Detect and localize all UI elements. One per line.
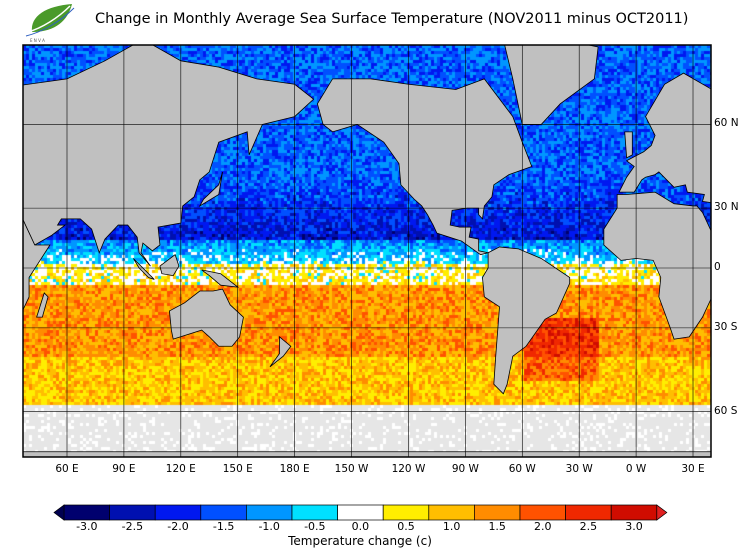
- colorbar-title: Temperature change (c): [288, 534, 432, 548]
- lat-label: 30 N: [714, 201, 739, 214]
- lon-label: 30 W: [565, 463, 593, 475]
- map-frame: [22, 44, 712, 458]
- colorbar-tick-label: 1.5: [488, 520, 506, 533]
- land-polygon: [603, 191, 711, 340]
- colorbar-tick-label: -2.5: [121, 520, 144, 533]
- colorbar-tick-label: 2.0: [534, 520, 552, 533]
- land-polygon: [269, 336, 292, 368]
- colorbar-swatch: [200, 504, 247, 521]
- land-polygon: [504, 45, 599, 125]
- colorbar-tick-label: 3.0: [625, 520, 643, 533]
- colorbar-tick-label: -2.0: [167, 520, 189, 533]
- colorbar-tick-label: 0.5: [397, 520, 415, 533]
- colorbar-max-arrow: [656, 504, 668, 521]
- colorbar-swatch: [565, 504, 612, 521]
- land-polygon: [198, 171, 223, 208]
- land-polygon: [201, 269, 240, 288]
- map-title: Change in Monthly Average Sea Surface Te…: [95, 11, 689, 27]
- land-polygon: [482, 246, 571, 395]
- lat-label: 30 S: [714, 320, 738, 333]
- colorbar-swatch: [610, 504, 658, 521]
- colorbar-swatch: [337, 504, 384, 521]
- lat-label: 60 S: [714, 404, 738, 417]
- colorbar-tick-label: -1.5: [212, 520, 235, 533]
- lon-label: 30 E: [681, 463, 705, 475]
- lon-label: 90 W: [451, 463, 479, 475]
- lon-label: 60 E: [55, 463, 79, 475]
- colorbar-tick-label: -1.0: [258, 520, 280, 533]
- lat-label: 60 N: [714, 117, 739, 130]
- colorbar-swatch: [246, 504, 293, 521]
- colorbar-swatch: [154, 504, 202, 521]
- land-polygon: [159, 253, 180, 277]
- lon-label: 150 E: [222, 463, 253, 475]
- land-polygon: [133, 258, 155, 280]
- lon-label: 0 W: [625, 463, 647, 475]
- colorbar-tick-label: 1.0: [442, 520, 461, 533]
- graticule: [23, 45, 711, 457]
- colorbar-tick-label: 0.0: [351, 520, 370, 533]
- lat-label: 0: [714, 261, 721, 273]
- land-polygon: [23, 218, 51, 311]
- lon-label: 90 E: [112, 463, 136, 475]
- land-polygon: [316, 78, 533, 256]
- colorbar-min-arrow: [53, 504, 65, 521]
- svg-text:E N V A: E N V A: [30, 38, 45, 43]
- colorbar-swatch: [474, 504, 521, 521]
- colorbar-tick-label: -3.0: [76, 520, 98, 533]
- lon-label: 120 W: [391, 463, 426, 475]
- colorbar-swatch: [291, 504, 338, 521]
- colorbar-tick-label: -0.5: [304, 520, 326, 533]
- lon-label: 60 W: [508, 463, 536, 475]
- land-polygon: [23, 451, 711, 457]
- land-masses: [23, 45, 711, 457]
- colorbar-swatch: [428, 504, 475, 521]
- land-polygon: [36, 292, 49, 318]
- lon-label: 180 E: [279, 463, 310, 475]
- land-polygon: [169, 288, 244, 347]
- colorbar-swatch: [109, 504, 156, 521]
- colorbar-swatch: [63, 504, 110, 521]
- lon-label: 150 W: [334, 463, 369, 475]
- leaf-wave-logo: E N V A: [25, 4, 75, 43]
- lon-label: 120 E: [165, 463, 196, 475]
- colorbar-swatch: [382, 504, 430, 521]
- land-polygon: [624, 131, 633, 159]
- colorbar-tick-label: 2.5: [579, 520, 598, 533]
- land-polygon: [618, 72, 711, 204]
- colorbar-swatch: [519, 504, 566, 521]
